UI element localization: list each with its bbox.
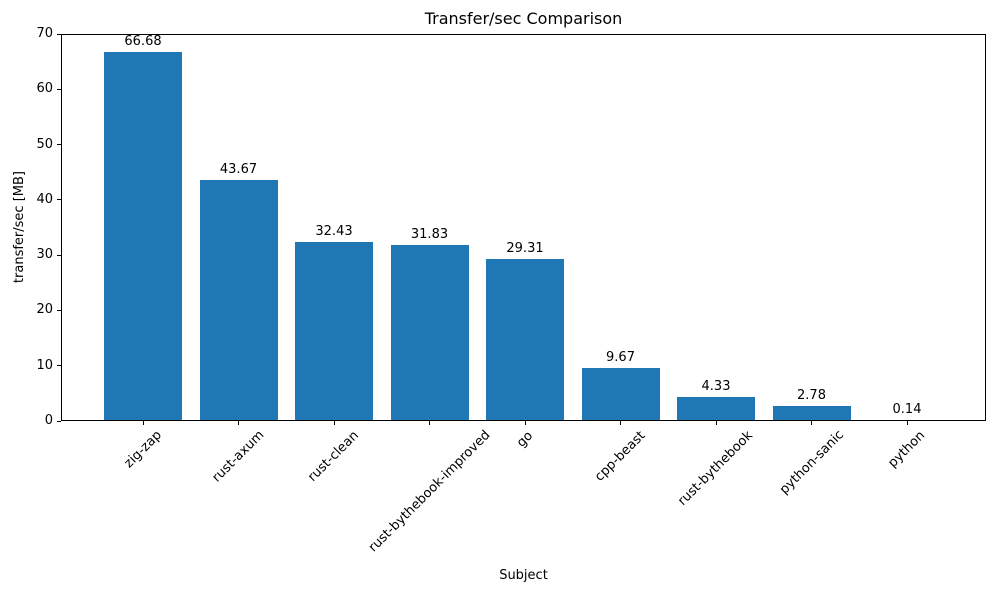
y-tick-label: 40: [36, 191, 53, 207]
y-tick: [57, 144, 61, 146]
y-tick-label: 70: [36, 26, 53, 41]
x-tick-label: rust-bythebook: [675, 427, 757, 509]
x-tick: [620, 421, 621, 425]
y-tick: [57, 88, 61, 90]
x-tick: [238, 421, 239, 425]
y-tick-label: 0: [44, 413, 53, 428]
x-tick-label: python-sanic: [776, 427, 847, 498]
x-tick-label: rust-clean: [305, 427, 363, 485]
x-tick-label: cpp-beast: [592, 427, 649, 485]
bar-value-label: 2.78: [797, 387, 826, 403]
x-axis-label: Subject: [499, 568, 548, 583]
y-tick: [57, 420, 61, 422]
y-tick-label: 60: [36, 81, 53, 97]
y-tick: [57, 254, 61, 256]
y-tick-label: 30: [36, 247, 53, 263]
x-tick-label: go: [513, 427, 537, 451]
x-tick: [333, 421, 335, 425]
chart-title: Transfer/sec Comparison: [424, 9, 623, 28]
y-tick: [57, 199, 61, 201]
bar: [486, 258, 564, 421]
bar: [772, 405, 851, 421]
x-tick: [811, 421, 812, 425]
bar: [868, 420, 946, 422]
bar: [104, 52, 182, 421]
x-tick: [524, 421, 526, 425]
y-tick-label: 10: [36, 357, 53, 373]
y-tick: [57, 33, 61, 35]
x-tick-label: rust-bythebook-improved: [365, 427, 494, 556]
bar: [677, 397, 755, 421]
x-tick: [906, 421, 908, 425]
x-tick: [715, 421, 717, 425]
bar: [199, 179, 278, 421]
y-axis-label: transfer/sec [MB]: [11, 171, 27, 284]
bar-value-label: 29.31: [506, 240, 544, 256]
y-tick-label: 50: [36, 136, 53, 152]
x-tick-label: python: [885, 427, 929, 471]
y-tick: [57, 309, 61, 311]
bar: [581, 367, 660, 421]
bar-value-label: 66.68: [124, 34, 162, 50]
y-tick: [57, 365, 61, 367]
bar: [390, 245, 469, 421]
x-tick-label: zig-zap: [121, 427, 165, 472]
bar-value-label: 31.83: [410, 227, 449, 243]
bar-value-label: 4.33: [701, 379, 731, 395]
bar-value-label: 9.67: [606, 349, 635, 365]
x-tick-label: rust-axum: [209, 427, 268, 486]
bar-value-label: 43.67: [219, 161, 258, 177]
bar: [295, 241, 373, 421]
bar-value-label: 0.14: [892, 402, 922, 418]
y-tick-label: 20: [36, 302, 53, 318]
x-tick: [142, 421, 144, 425]
x-tick: [429, 421, 430, 425]
bar-value-label: 32.43: [315, 223, 353, 239]
